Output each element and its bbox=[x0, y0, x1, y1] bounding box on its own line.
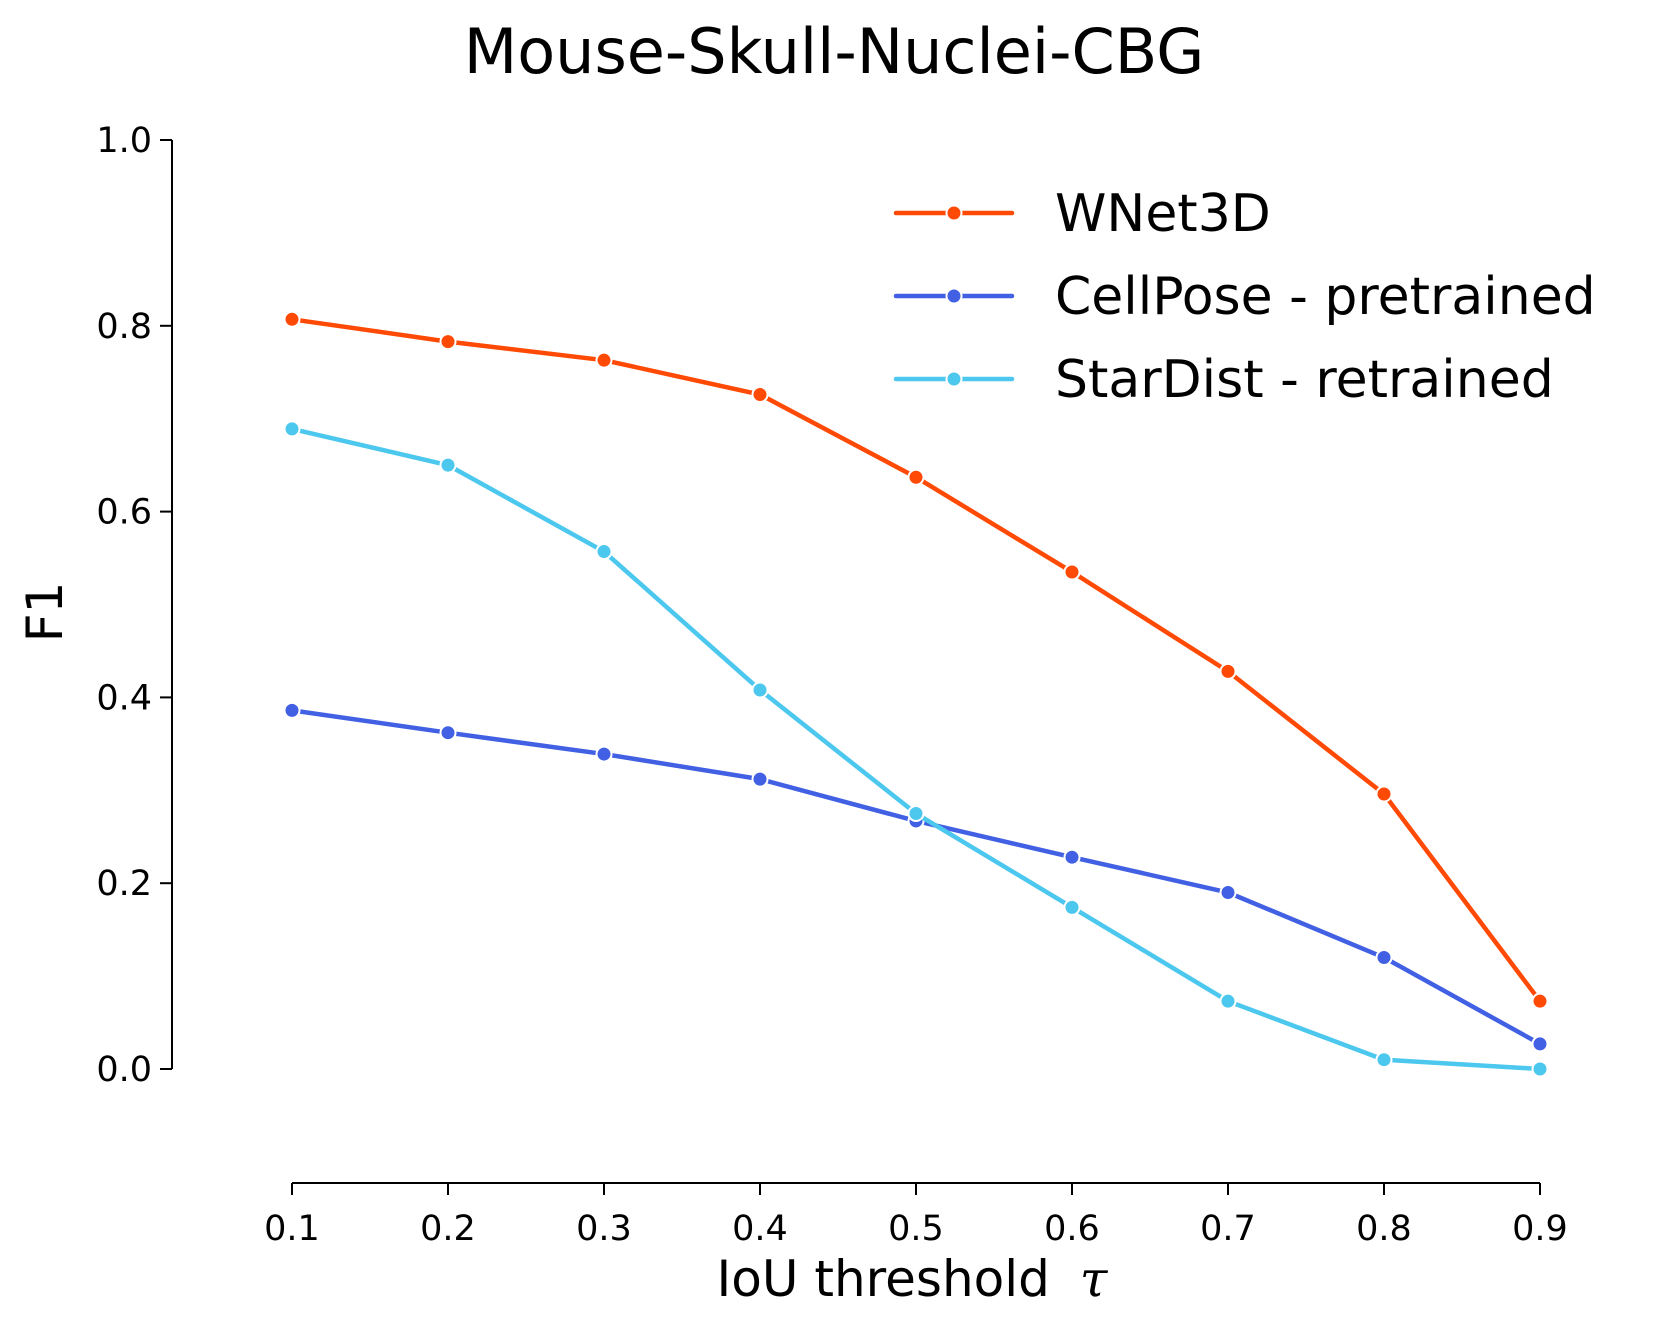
series-layer bbox=[283, 310, 1549, 1078]
x-tick-label: 0.7 bbox=[1200, 1209, 1256, 1249]
data-point bbox=[1531, 1060, 1549, 1078]
data-point bbox=[1375, 1051, 1393, 1069]
data-point bbox=[595, 745, 613, 763]
x-axis: 0.1 0.2 0.3 0.4 0.5 0.6 0.7 0.8 0.9 bbox=[264, 1182, 1568, 1249]
data-point bbox=[1375, 785, 1393, 803]
data-point bbox=[1219, 992, 1237, 1010]
series-2 bbox=[283, 420, 1549, 1078]
x-tick-label: 0.6 bbox=[1044, 1209, 1100, 1249]
data-point bbox=[283, 420, 301, 438]
x-tick-label: 0.9 bbox=[1512, 1209, 1568, 1249]
x-tick-label: 0.4 bbox=[732, 1209, 788, 1249]
data-point bbox=[1063, 563, 1081, 581]
legend-label: StarDist - retrained bbox=[1055, 350, 1554, 410]
data-point bbox=[1219, 883, 1237, 901]
legend-item: CellPose - pretrained bbox=[893, 267, 1596, 327]
data-point bbox=[1531, 992, 1549, 1010]
legend-label: WNet3D bbox=[1055, 184, 1271, 244]
y-tick-label: 0.8 bbox=[96, 307, 152, 347]
data-point bbox=[751, 770, 769, 788]
legend-marker bbox=[945, 204, 963, 222]
legend-label: CellPose - pretrained bbox=[1055, 267, 1596, 327]
y-tick-label: 0.0 bbox=[96, 1050, 152, 1090]
series-line bbox=[289, 317, 1543, 1004]
series-line bbox=[289, 708, 1543, 1047]
data-point bbox=[283, 310, 301, 328]
data-point bbox=[1375, 949, 1393, 967]
chart-title: Mouse-Skull-Nuclei-CBG bbox=[464, 15, 1205, 88]
data-point bbox=[595, 543, 613, 561]
x-tick-label: 0.2 bbox=[420, 1209, 476, 1249]
data-point bbox=[1063, 898, 1081, 916]
data-point bbox=[439, 333, 457, 351]
y-tick-label: 0.4 bbox=[96, 678, 152, 718]
data-point bbox=[595, 351, 613, 369]
data-point bbox=[439, 724, 457, 742]
data-point bbox=[1219, 662, 1237, 680]
series-line bbox=[289, 426, 1543, 1072]
legend-marker bbox=[945, 370, 963, 388]
x-tick-label: 0.5 bbox=[888, 1209, 944, 1249]
legend-item: WNet3D bbox=[893, 184, 1271, 244]
data-point bbox=[751, 386, 769, 404]
x-tick-label: 0.8 bbox=[1356, 1209, 1412, 1249]
data-point bbox=[283, 701, 301, 719]
y-tick-label: 0.2 bbox=[96, 864, 152, 904]
series-0 bbox=[283, 310, 1549, 1010]
y-tick-label: 1.0 bbox=[96, 121, 152, 161]
x-axis-title: IoU threshold τ bbox=[717, 1250, 1109, 1308]
data-point bbox=[1531, 1035, 1549, 1053]
data-point bbox=[907, 468, 925, 486]
y-axis: 0.0 0.2 0.4 0.6 0.8 1.0 bbox=[96, 121, 173, 1090]
legend-marker bbox=[945, 287, 963, 305]
y-tick-label: 0.6 bbox=[96, 493, 152, 533]
series-1 bbox=[283, 701, 1549, 1053]
y-axis-title: F1 bbox=[16, 582, 74, 643]
x-axis-title-text: IoU threshold bbox=[717, 1250, 1050, 1308]
data-point bbox=[751, 681, 769, 699]
legend-item: StarDist - retrained bbox=[893, 350, 1554, 410]
x-tick-label: 0.3 bbox=[576, 1209, 632, 1249]
data-point bbox=[907, 805, 925, 823]
x-tick-label: 0.1 bbox=[264, 1209, 320, 1249]
x-axis-title-symbol: τ bbox=[1080, 1250, 1109, 1308]
legend: WNet3D CellPose - pretrained StarDist - re… bbox=[893, 184, 1596, 410]
data-point bbox=[439, 456, 457, 474]
data-point bbox=[1063, 848, 1081, 866]
